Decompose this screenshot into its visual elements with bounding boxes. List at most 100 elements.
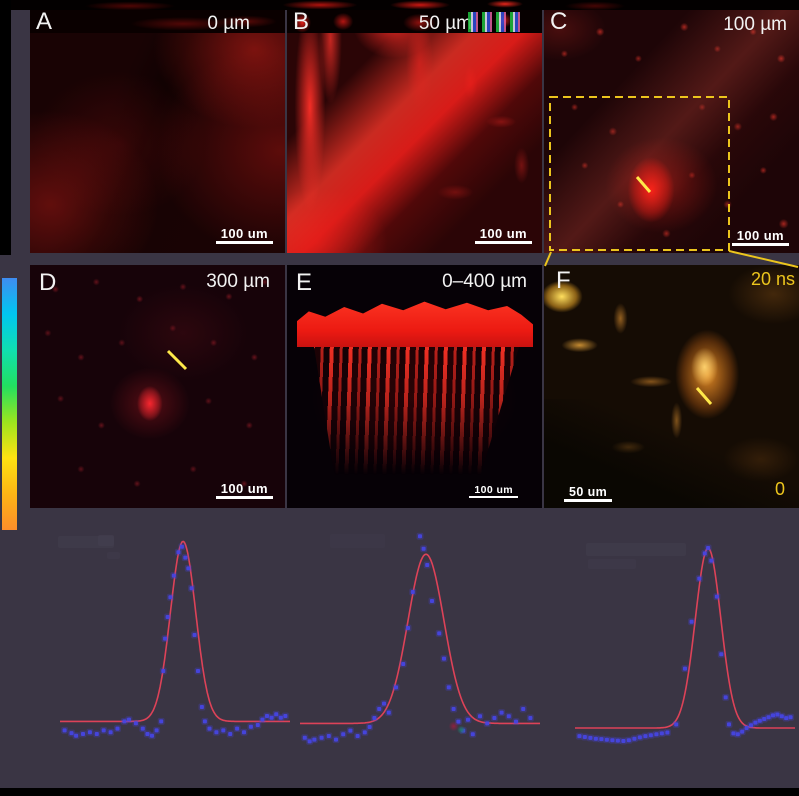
data-point (341, 732, 346, 737)
data-point (731, 731, 736, 736)
data-point (394, 685, 398, 690)
bottom-crop-strip (0, 788, 799, 796)
data-point (189, 586, 194, 591)
data-point (674, 722, 679, 727)
data-point (255, 723, 260, 727)
data-point (757, 718, 762, 723)
data-point (312, 737, 317, 742)
ghost-text-artifact (588, 559, 636, 569)
data-point (709, 558, 714, 563)
data-point (159, 719, 164, 724)
data-point (451, 707, 456, 711)
ghost-text-artifact (98, 535, 114, 546)
lifetime-max-label: 20 ns (750, 269, 795, 289)
compression-artifact (448, 719, 467, 737)
data-point (69, 731, 74, 736)
data-point (648, 733, 653, 738)
line-profile-plot-2 (300, 532, 540, 745)
panel-d-label: D (39, 269, 57, 296)
panel-b-depth-label: 50 µm (418, 13, 472, 34)
gaussian-fit-curve (60, 540, 290, 723)
data-point (140, 726, 145, 731)
data-point (775, 712, 780, 717)
data-point (186, 566, 191, 571)
data-point (326, 734, 331, 738)
data-point (478, 714, 482, 719)
data-point (101, 728, 106, 733)
panel-c-micrograph (544, 10, 799, 253)
panel-e-scalebar: 100 um (469, 484, 518, 498)
data-point (582, 735, 587, 739)
panel-a-scalebar: 100 um (215, 226, 273, 244)
data-point (274, 712, 279, 717)
data-point (265, 714, 269, 718)
data-point (593, 736, 598, 741)
data-point (514, 719, 518, 724)
data-point (492, 716, 497, 720)
data-point (401, 662, 406, 666)
data-point (377, 707, 382, 711)
data-point (632, 736, 637, 741)
data-point (367, 725, 372, 729)
gaussian-fit-curve (575, 547, 795, 729)
data-point (499, 710, 504, 715)
data-point (176, 550, 181, 555)
top-crop-strip (0, 0, 799, 10)
data-point (196, 669, 200, 673)
panel-a-depth-label: 0 µm (207, 13, 250, 34)
data-point (735, 732, 740, 737)
data-point (446, 685, 451, 690)
panel-d-scalebar: 100 um (215, 481, 273, 499)
data-point (62, 728, 67, 733)
panel-f-label: F (556, 267, 571, 294)
data-point (744, 726, 749, 730)
data-point (115, 726, 120, 731)
data-point (202, 719, 207, 724)
data-point (766, 715, 771, 720)
data-point (528, 716, 533, 720)
panel-d-depth-label: 300 µm (206, 271, 270, 292)
lifetime-min-label: 0 (774, 479, 785, 499)
panel-e-depth-label: 0–400 µm (442, 271, 527, 292)
data-point (348, 728, 353, 733)
data-point (615, 738, 620, 743)
data-point (382, 701, 386, 706)
data-point (714, 594, 719, 599)
data-point (654, 732, 659, 737)
data-point (192, 633, 197, 637)
panel-c-scalebar: 100 um (731, 228, 789, 246)
data-point (386, 710, 391, 715)
data-point (74, 733, 79, 738)
panel-a-label: A (36, 10, 53, 35)
panel-e-label: E (296, 269, 313, 296)
data-point (372, 716, 377, 720)
data-point (689, 619, 694, 624)
data-point (355, 734, 360, 738)
panel-d-micrograph (30, 265, 285, 508)
data-point (723, 695, 728, 700)
data-point (577, 734, 582, 739)
panel-f: F 20 ns 0 50 um (544, 265, 799, 508)
data-point (425, 563, 430, 567)
data-point (207, 726, 212, 731)
data-point (659, 731, 664, 736)
data-point (108, 730, 113, 735)
data-point (784, 716, 789, 721)
data-point (168, 595, 173, 600)
data-point (154, 728, 159, 733)
data-point (506, 714, 511, 719)
data-point (683, 666, 687, 671)
lifetime-colorbar (2, 278, 17, 530)
panel-b: B 50 µm 100 um (287, 10, 542, 253)
data-point (637, 735, 642, 740)
data-point (626, 738, 631, 743)
data-point (697, 576, 702, 581)
panel-b-micrograph (287, 10, 542, 253)
data-point (221, 728, 226, 733)
data-point (430, 599, 434, 603)
data-point (235, 726, 240, 731)
data-point (470, 732, 475, 737)
line-profile-plot-1 (60, 540, 290, 740)
data-point (269, 715, 274, 720)
